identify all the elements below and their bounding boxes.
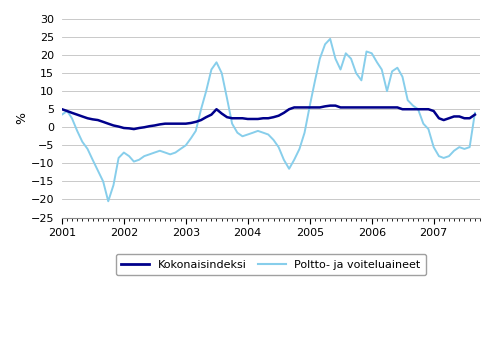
- Y-axis label: %: %: [15, 112, 28, 124]
- Legend: Kokonaisindeksi, Poltto- ja voiteluaineet: Kokonaisindeksi, Poltto- ja voiteluainee…: [116, 254, 426, 275]
